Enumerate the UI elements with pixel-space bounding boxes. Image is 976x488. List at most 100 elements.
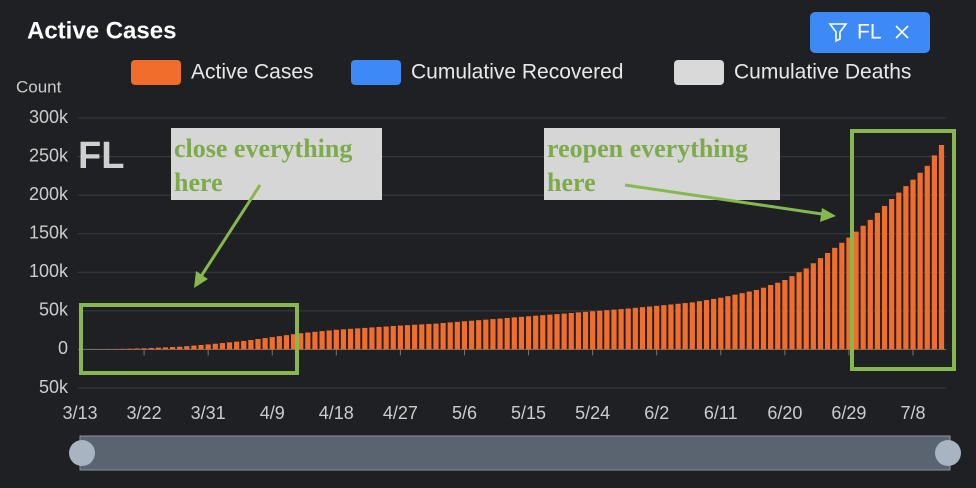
- bar: [127, 348, 133, 350]
- bar: [668, 304, 674, 350]
- bar: [497, 318, 503, 350]
- bar: [611, 309, 617, 350]
- bar: [931, 155, 937, 350]
- bar: [917, 172, 923, 350]
- annotation-text: reopen everything: [547, 134, 748, 163]
- legend-swatch: [351, 60, 401, 85]
- legend-swatch: [674, 60, 724, 85]
- bar: [639, 307, 646, 350]
- annotation-text: close everything: [174, 134, 352, 163]
- legend-label: Cumulative Recovered: [411, 61, 623, 84]
- bar: [226, 342, 233, 350]
- bar: [689, 302, 695, 350]
- bar: [582, 311, 589, 350]
- bar: [120, 348, 126, 350]
- bar: [547, 314, 553, 350]
- bar: [169, 347, 176, 350]
- bar: [568, 312, 574, 350]
- bar: [846, 237, 852, 350]
- annotation-arrow: [198, 184, 262, 279]
- bar: [362, 327, 368, 350]
- bar: [839, 242, 845, 350]
- y-tick-label: 150k: [29, 222, 69, 242]
- bar: [867, 219, 873, 350]
- bar: [860, 225, 866, 350]
- bar: [162, 347, 169, 350]
- filter-button-bg[interactable]: [810, 12, 930, 53]
- bar: [625, 308, 631, 350]
- bar: [412, 324, 418, 350]
- bar: [810, 263, 816, 350]
- y-tick-label: 200k: [29, 184, 69, 204]
- filter-button[interactable]: FL: [810, 12, 930, 53]
- bar: [796, 272, 802, 350]
- bar: [241, 340, 247, 350]
- annotation-box: [171, 128, 382, 200]
- x-tick-label: 6/11: [704, 403, 738, 423]
- x-axis: 3/13 3/22 3/31 4/9 4/18 4/27 5/6 5/15 5/24 6/2 6/1…: [62, 349, 926, 423]
- bar: [696, 301, 703, 350]
- annotation-text: here: [174, 168, 223, 197]
- annotation: close everything here: [79, 128, 382, 375]
- highlight-box: [850, 129, 956, 371]
- bar: [326, 330, 332, 350]
- bar: [760, 287, 767, 350]
- bar: [219, 343, 225, 350]
- slider-track[interactable]: [79, 435, 951, 471]
- range-slider[interactable]: [69, 435, 961, 471]
- legend-swatch: [131, 60, 181, 85]
- y-tick-label: 250k: [29, 145, 69, 165]
- bar: [319, 331, 325, 350]
- bar: [483, 319, 489, 350]
- slider-handle[interactable]: [935, 440, 961, 466]
- bar: [333, 329, 339, 350]
- bar: [262, 338, 268, 350]
- annotation-arrow: [624, 183, 823, 216]
- bar: [768, 285, 774, 350]
- slider-handle[interactable]: [69, 440, 95, 466]
- bar: [789, 276, 795, 350]
- legend-label: Cumulative Deaths: [734, 61, 911, 84]
- bar: [148, 347, 154, 350]
- bar: [276, 336, 282, 350]
- bar: [874, 212, 881, 350]
- bar: [376, 326, 382, 350]
- bar: [525, 316, 532, 350]
- x-tick-label: 6/20: [767, 403, 802, 423]
- bar: [404, 325, 411, 350]
- bar: [533, 315, 539, 350]
- bar: [554, 314, 560, 350]
- bar: [369, 327, 375, 350]
- bar: [618, 309, 624, 350]
- y-tick-label: 300k: [29, 107, 69, 127]
- y-axis-label: Count: [16, 77, 62, 96]
- bar: [661, 305, 667, 350]
- overlay-label: FL: [78, 135, 124, 177]
- bar: [269, 337, 275, 350]
- filter-close[interactable]: [895, 25, 909, 39]
- bar: [461, 321, 468, 350]
- legend-label: Active Cases: [191, 61, 314, 84]
- bar: [732, 294, 738, 350]
- bar: [177, 346, 183, 350]
- bar: [454, 321, 460, 350]
- bar: [141, 348, 147, 350]
- bars: [84, 145, 945, 350]
- bar: [824, 253, 831, 350]
- bar: [782, 280, 788, 350]
- x-tick-label: 3/31: [191, 403, 226, 423]
- bar: [234, 341, 240, 350]
- bar: [646, 306, 653, 350]
- bar: [575, 312, 581, 350]
- bar: [903, 186, 909, 350]
- bar: [889, 199, 895, 350]
- annotation-box: [544, 128, 780, 200]
- bar: [476, 320, 482, 350]
- y-tick-label: 50k: [39, 300, 69, 320]
- bar: [853, 231, 859, 350]
- x-tick-label: 7/8: [901, 403, 926, 423]
- bar: [924, 165, 930, 350]
- bar: [725, 296, 731, 350]
